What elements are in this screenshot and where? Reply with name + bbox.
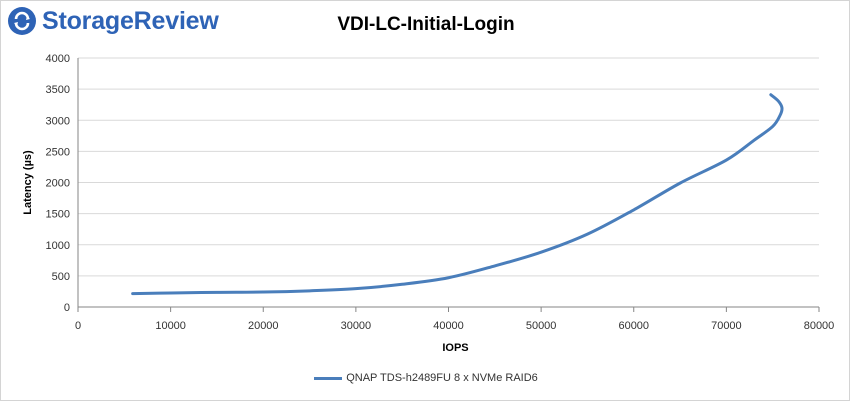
x-tick-label: 30000 [341,320,372,332]
x-tick-label: 10000 [155,320,186,332]
y-tick-label: 3500 [46,84,70,96]
y-tick-label: 1500 [46,209,70,221]
x-tick-label: 70000 [711,320,742,332]
logo-text: StorageReview [42,6,219,35]
storagereview-logo: StorageReview [7,5,219,37]
storagereview-logo-icon [8,7,36,35]
chart-legend: QNAP TDS-h2489FU 8 x NVMe RAID6 [1,372,850,384]
x-tick-label: 20000 [248,320,279,332]
y-tick-label: 2000 [46,178,70,190]
x-tick-label: 0 [75,320,81,332]
chart-title: VDI-LC-Initial-Login [337,14,515,35]
y-axis-label: Latency (µs) [22,150,34,215]
y-tick-label: 0 [64,302,70,314]
x-tick-label: 60000 [618,320,649,332]
x-tick-label: 80000 [804,320,835,332]
x-axis-label: IOPS [442,342,468,354]
y-tick-label: 1000 [46,240,70,252]
legend-series-label: QNAP TDS-h2489FU 8 x NVMe RAID6 [346,372,538,384]
x-tick-label: 40000 [433,320,464,332]
y-tick-label: 500 [52,271,70,283]
x-tick-label: 50000 [526,320,557,332]
y-tick-label: 2500 [46,146,70,158]
legend-series-swatch [314,376,343,380]
y-tick-label: 3000 [46,115,70,127]
y-tick-label: 4000 [46,53,70,65]
series-line [131,93,784,296]
